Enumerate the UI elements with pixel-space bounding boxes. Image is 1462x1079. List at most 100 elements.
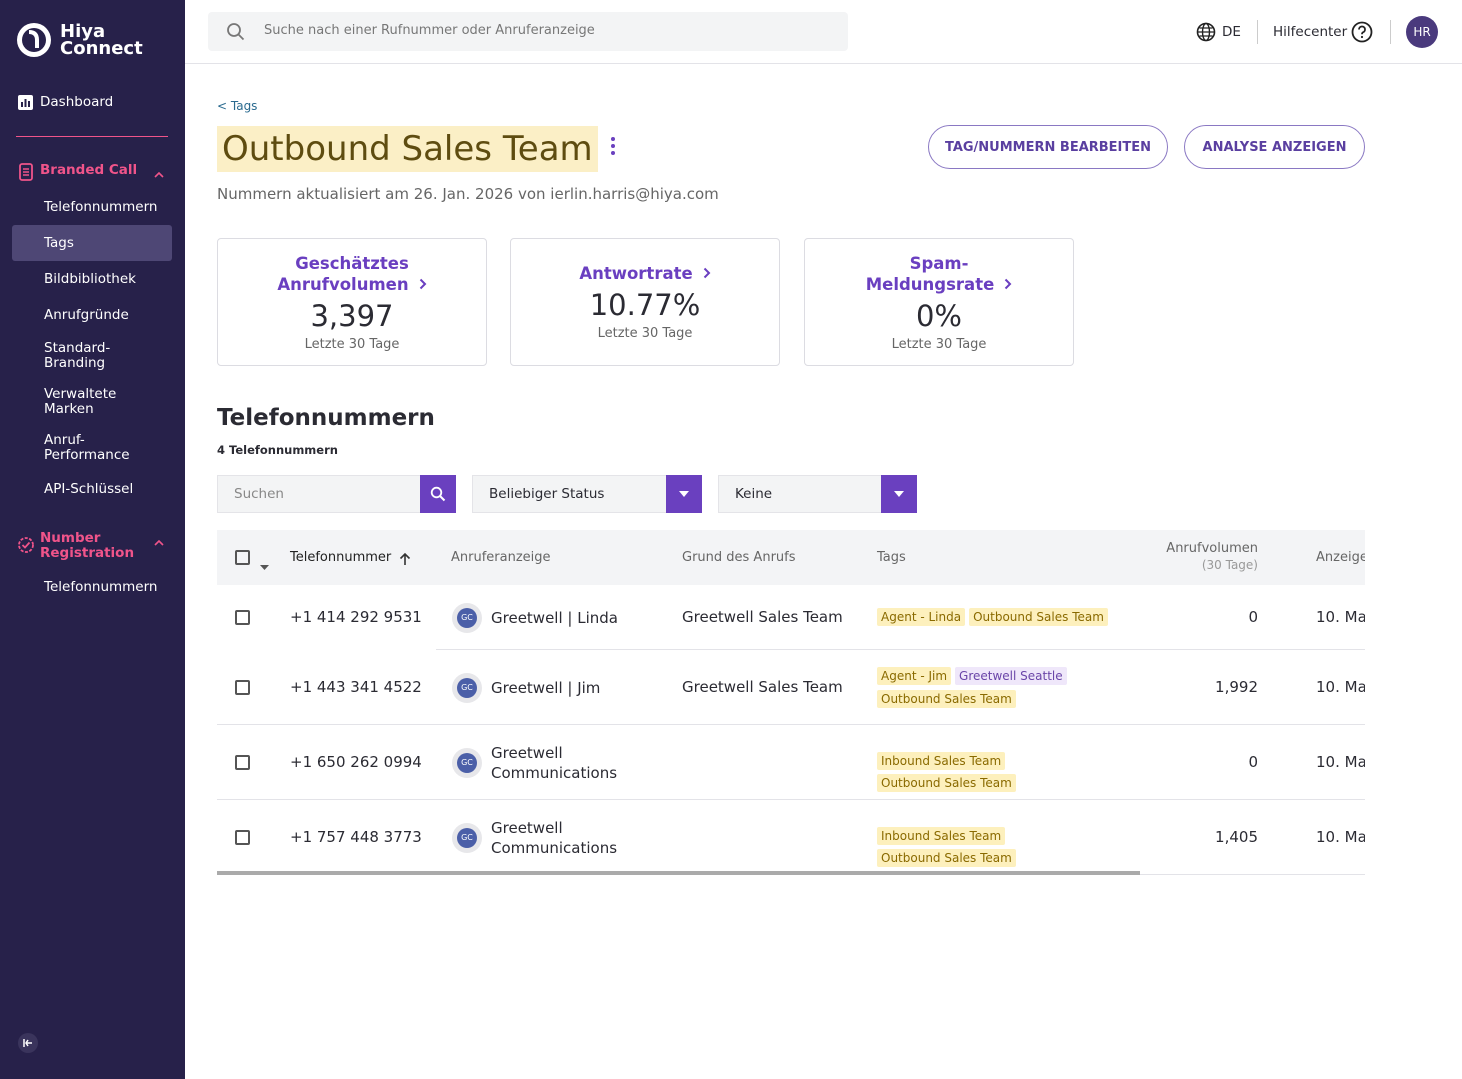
search-icon bbox=[227, 23, 245, 41]
phone-number[interactable]: +1 443 341 4522 bbox=[290, 677, 422, 696]
row-divider bbox=[217, 724, 1365, 725]
column-subheader: (30 Tage) bbox=[1201, 558, 1258, 572]
more-menu[interactable] bbox=[608, 136, 618, 156]
column-header[interactable]: Anruferanzeige bbox=[451, 550, 551, 565]
stat-title-text: Antwortrate bbox=[579, 264, 693, 283]
nav-item[interactable]: Anrufgründe bbox=[44, 306, 129, 323]
phone-number[interactable]: +1 650 262 0994 bbox=[290, 752, 422, 771]
nav-item[interactable]: Telefonnummern bbox=[44, 198, 158, 215]
checkbox[interactable] bbox=[235, 829, 250, 845]
scrollbar[interactable] bbox=[217, 871, 1140, 875]
phone-number[interactable]: +1 414 292 9531 bbox=[290, 607, 422, 626]
numbers-table: Telefonnummer Anruferanzeige Grund des Anr… bbox=[217, 530, 1365, 876]
checkbox[interactable] bbox=[235, 754, 250, 770]
column-header[interactable]: Anrufvolumen bbox=[1166, 541, 1258, 556]
nav-item[interactable]: Anruf-Performance bbox=[44, 432, 130, 463]
sort-icon bbox=[399, 551, 411, 570]
analysis-button[interactable]: ANALYSE ANZEIGEN bbox=[1184, 125, 1365, 169]
edit-button[interactable]: TAG/NUMMERN BEARBEITEN bbox=[928, 125, 1168, 169]
tag[interactable]: Outbound Sales Team bbox=[969, 607, 1108, 626]
avatar[interactable]: HR bbox=[1406, 16, 1438, 48]
stat-value: 10.77% bbox=[589, 288, 701, 322]
checkbox[interactable] bbox=[235, 550, 250, 565]
global-search[interactable]: Suche nach einer Rufnummer oder Anrufera… bbox=[208, 12, 848, 51]
avatar-initials: GC bbox=[457, 607, 477, 628]
stat-title-text: Spam-Meldungsrate bbox=[865, 253, 995, 294]
avatar-initials: GC bbox=[457, 752, 477, 773]
call-reason: Greetwell Sales Team bbox=[682, 677, 843, 696]
active-highlight bbox=[12, 225, 172, 261]
language-switch[interactable]: DE bbox=[1222, 24, 1241, 40]
tag[interactable]: Agent - Jim bbox=[877, 666, 952, 685]
avatar-initials: GC bbox=[457, 827, 477, 848]
caller-avatar: GC bbox=[452, 822, 482, 853]
caller-avatar: GC bbox=[452, 747, 482, 778]
tag-list: Inbound Sales Team Outbound Sales Team bbox=[877, 826, 1117, 871]
caller-display: Greetwell Communications bbox=[491, 818, 618, 857]
collapse-button[interactable] bbox=[18, 1033, 38, 1053]
stat-period: Letzte 30 Tage bbox=[891, 336, 987, 352]
column-header[interactable]: Tags bbox=[877, 550, 906, 565]
section-title: Telefonnummern bbox=[217, 405, 435, 431]
section-toggle[interactable] bbox=[154, 532, 164, 551]
caller-avatar: GC bbox=[452, 672, 482, 703]
nav-item[interactable]: Standard-Branding bbox=[44, 340, 111, 371]
stat-period: Letzte 30 Tage bbox=[597, 326, 693, 341]
section-title[interactable]: Branded Call bbox=[40, 162, 138, 178]
nav-item[interactable]: Dashboard bbox=[40, 94, 114, 110]
section-toggle[interactable] bbox=[154, 164, 164, 183]
tag[interactable]: Inbound Sales Team bbox=[877, 751, 1006, 770]
call-volume: 1,992 bbox=[1215, 677, 1258, 696]
stat-title[interactable]: Geschätztes Anrufvolumen bbox=[262, 253, 442, 295]
tag[interactable]: Outbound Sales Team bbox=[877, 689, 1016, 708]
stat-title[interactable]: Antwortrate bbox=[579, 263, 711, 284]
chevron bbox=[419, 275, 427, 294]
stat-card[interactable]: Spam-Meldungsrate 0% Letzte 30 Tage bbox=[804, 238, 1074, 366]
call-volume: 0 bbox=[1248, 752, 1258, 771]
help-link[interactable]: Hilfecenter bbox=[1273, 24, 1348, 40]
globe-icon bbox=[1196, 22, 1216, 42]
search-placeholder: Suche nach einer Rufnummer oder Anrufera… bbox=[264, 23, 595, 38]
stat-value: 3,397 bbox=[310, 298, 394, 333]
tag[interactable]: Outbound Sales Team bbox=[877, 848, 1016, 867]
logo[interactable]: Hiya Connect bbox=[16, 22, 143, 58]
tag-filter[interactable]: Keine bbox=[718, 475, 882, 513]
phone-number[interactable]: +1 757 448 3773 bbox=[290, 827, 422, 846]
tag[interactable]: Greetwell Seattle bbox=[955, 666, 1067, 685]
nav-item[interactable]: API-Schlüssel bbox=[44, 480, 134, 497]
chevron bbox=[703, 264, 711, 283]
stat-title-text: Geschätztes Anrufvolumen bbox=[277, 253, 409, 294]
stat-period: Letzte 30 Tage bbox=[304, 336, 400, 352]
nav-item[interactable]: Verwaltete Marken bbox=[44, 386, 117, 417]
column-header[interactable]: Anzeige bbox=[1316, 550, 1365, 565]
caller-display: Greetwell | Linda bbox=[491, 608, 618, 627]
select-menu[interactable] bbox=[260, 555, 269, 574]
caller-display: Greetwell | Jim bbox=[491, 678, 601, 697]
nav-item[interactable]: Bildbibliothek bbox=[44, 270, 136, 287]
tag[interactable]: Agent - Linda bbox=[877, 607, 966, 626]
section-title[interactable]: Number Registration bbox=[40, 530, 135, 561]
page-title: Outbound Sales Team bbox=[217, 126, 598, 172]
dropdown-toggle[interactable] bbox=[666, 475, 702, 513]
table-search[interactable]: Suchen bbox=[217, 475, 421, 513]
tag[interactable]: Outbound Sales Team bbox=[877, 773, 1016, 792]
checkbox[interactable] bbox=[235, 609, 250, 625]
nav-item[interactable]: Tags bbox=[44, 234, 74, 251]
checkbox[interactable] bbox=[235, 679, 250, 695]
dropdown-toggle[interactable] bbox=[881, 475, 917, 513]
stat-card[interactable]: Antwortrate 10.77% Letzte 30 Tage bbox=[510, 238, 780, 366]
logo-icon bbox=[17, 23, 51, 57]
nav-item[interactable]: Telefonnummern bbox=[44, 578, 158, 595]
breadcrumb[interactable]: < Tags bbox=[217, 99, 258, 113]
column-header[interactable]: Telefonnummer bbox=[290, 550, 392, 565]
column-header[interactable]: Grund des Anrufs bbox=[682, 550, 796, 565]
status-filter[interactable]: Beliebiger Status bbox=[472, 475, 667, 513]
tag[interactable]: Inbound Sales Team bbox=[877, 826, 1006, 845]
display-date: 10. Mai bbox=[1316, 827, 1365, 846]
caller-avatar: GC bbox=[452, 602, 482, 633]
section-icon bbox=[19, 163, 33, 185]
stat-title[interactable]: Spam-Meldungsrate bbox=[849, 253, 1029, 295]
search-button[interactable] bbox=[420, 475, 456, 513]
stat-card[interactable]: Geschätztes Anrufvolumen 3,397 Letzte 30 T… bbox=[217, 238, 487, 366]
